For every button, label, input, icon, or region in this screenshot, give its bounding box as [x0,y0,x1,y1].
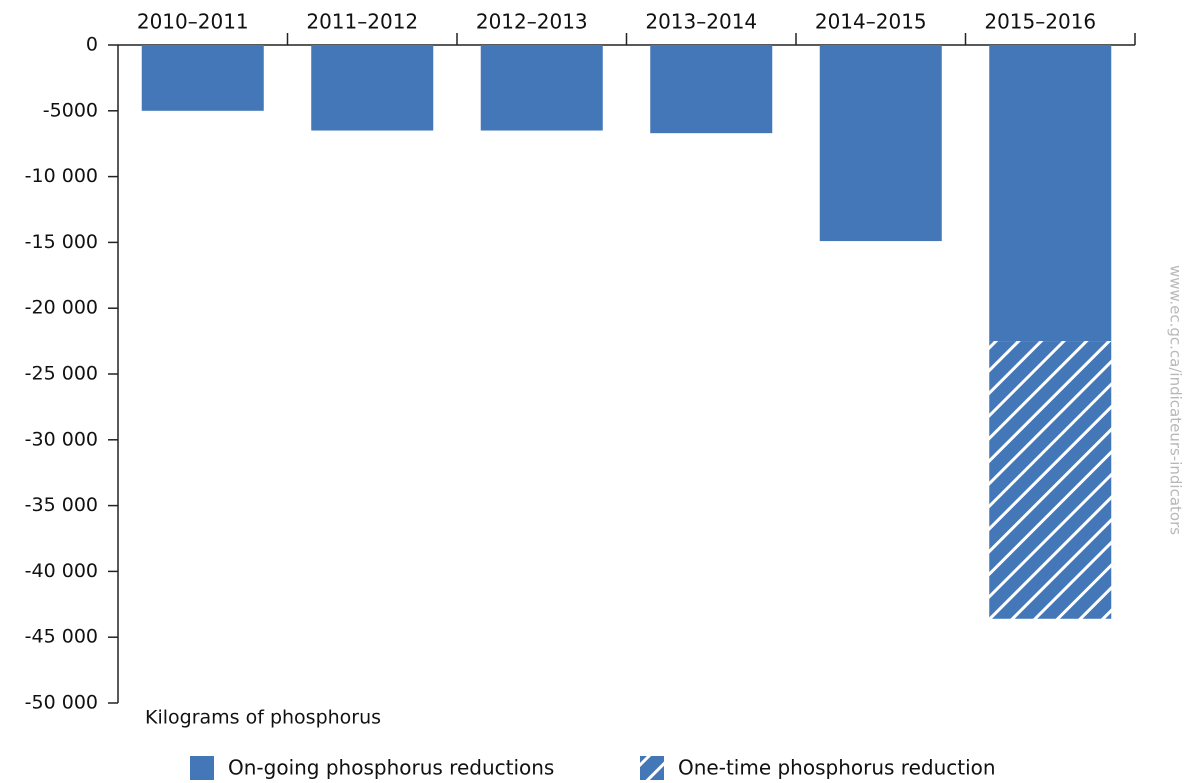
bar [311,45,434,131]
y-tick-label: -50 000 [25,692,98,714]
y-axis-label: Kilograms of phosphorus [145,707,381,729]
bar [141,45,264,111]
x-tick-label: 2013–2014 [645,10,757,34]
legend-label: On-going phosphorus reductions [228,756,554,780]
source: www.ec.gc.ca/indicateurs-indicators [1167,265,1185,535]
y-tick-label: -15 000 [25,231,98,253]
legend-swatch [640,756,664,780]
y-tick-label: 0 [86,34,98,56]
bar [650,45,773,134]
legend-label: One-time phosphorus reduction [678,756,996,780]
y-tick-label: -25 000 [25,363,98,385]
bar [480,45,603,131]
y-tick-label: -30 000 [25,428,98,450]
x-tick-label: 2011–2012 [306,10,418,34]
x-tick-label: 2012–2013 [476,10,588,34]
x-tick-label: 2010–2011 [137,10,249,34]
bar [819,45,942,242]
bar [989,45,1112,342]
y-tick-label: -40 000 [25,560,98,582]
y-tick-label: -10 000 [25,165,98,187]
x-tick-label: 2014–2015 [815,10,927,34]
y-tick-label: -35 000 [25,494,98,516]
bar [989,341,1112,619]
y-tick-label: -20 000 [25,297,98,319]
legend-swatch [190,756,214,780]
y-tick-label: -45 000 [25,626,98,648]
x-tick-label: 2015–2016 [984,10,1096,34]
y-tick-label: -5000 [43,99,98,121]
